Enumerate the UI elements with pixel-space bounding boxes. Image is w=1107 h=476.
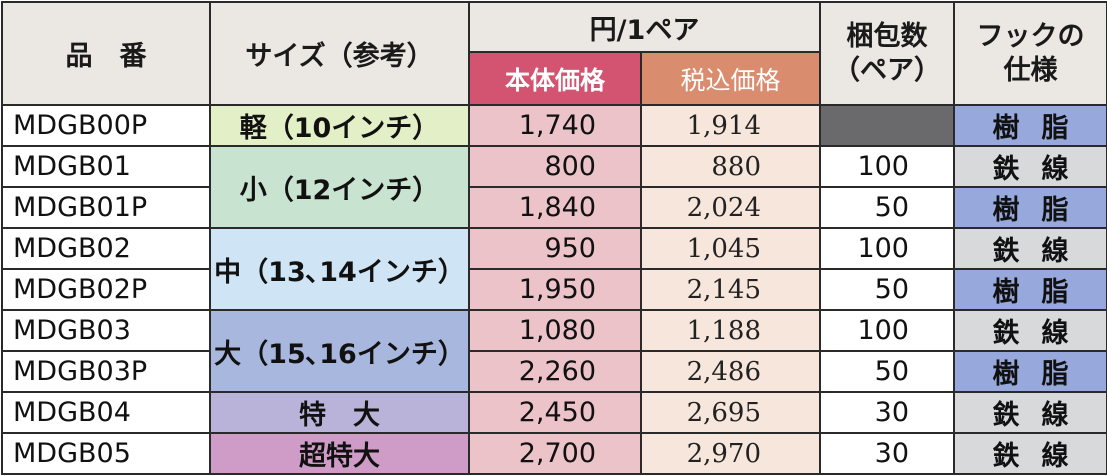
size-cell: 特 大	[209, 391, 470, 434]
honta-price: 2,450	[468, 391, 642, 434]
size-cell: 小（12インチ）	[209, 145, 470, 229]
honta-price: 1,740	[468, 104, 642, 147]
pack-qty: 100	[819, 145, 955, 188]
hook-spec: 鉄線	[953, 145, 1107, 188]
pack-qty-empty	[819, 104, 955, 147]
pack-qty: 50	[819, 350, 955, 393]
zeikomi-price: 1,914	[640, 104, 821, 147]
zeikomi-price: 1,188	[640, 309, 821, 352]
pack-qty: 100	[819, 227, 955, 270]
pack-qty: 50	[819, 268, 955, 311]
hook-spec: 樹脂	[953, 350, 1107, 393]
honta-price: 1,080	[468, 309, 642, 352]
product-code: MDGB04	[1, 391, 211, 434]
product-code: MDGB02P	[1, 268, 211, 311]
honta-price: 1,950	[468, 268, 642, 311]
table-row: MDGB02 中（13､14インチ） 950 1,045 100 鉄線	[1, 227, 1107, 311]
size-cell: 中（13､14インチ）	[209, 227, 470, 311]
header-konpo-line2: （ペア）	[833, 54, 941, 86]
pack-qty: 30	[819, 391, 955, 434]
hook-spec: 樹脂	[953, 186, 1107, 229]
honta-price: 950	[468, 227, 642, 270]
hook-spec: 鉄線	[953, 227, 1107, 270]
zeikomi-price: 2,970	[640, 432, 821, 475]
size-cell: 軽（10インチ）	[209, 104, 470, 147]
header-konpo-line1: 梱包数	[846, 20, 928, 52]
product-code: MDGB01P	[1, 186, 211, 229]
honta-price: 2,700	[468, 432, 642, 475]
zeikomi-price: 1,045	[640, 227, 821, 270]
pack-qty: 30	[819, 432, 955, 475]
header-honta-price: 本体価格	[468, 51, 642, 106]
header-hook-line1: フックの	[976, 20, 1085, 52]
hook-spec: 樹脂	[953, 268, 1107, 311]
hook-spec: 樹脂	[953, 104, 1107, 147]
honta-price: 1,840	[468, 186, 642, 229]
header-hook-line2: 仕様	[1003, 54, 1058, 86]
header-yen-per-pair: 円/1ペア	[468, 1, 821, 53]
table-row: MDGB03 大（15､16インチ） 1,080 1,188 100 鉄線	[1, 309, 1107, 393]
size-cell: 大（15､16インチ）	[209, 309, 470, 393]
table-row: MDGB04 特 大 2,450 2,695 30 鉄線	[1, 391, 1107, 434]
table-row: MDGB02P 1,950 2,145 50 樹脂	[1, 268, 1107, 311]
product-code: MDGB03P	[1, 350, 211, 393]
honta-price: 800	[468, 145, 642, 188]
product-code: MDGB00P	[1, 104, 211, 147]
zeikomi-price: 880	[640, 145, 821, 188]
zeikomi-price: 2,024	[640, 186, 821, 229]
table-row: MDGB00P 軽（10インチ） 1,740 1,914 樹脂	[1, 104, 1107, 147]
product-code: MDGB01	[1, 145, 211, 188]
pack-qty: 50	[819, 186, 955, 229]
product-code: MDGB03	[1, 309, 211, 352]
table-row: MDGB05 超特大 2,700 2,970 30 鉄線	[1, 432, 1107, 475]
honta-price: 2,260	[468, 350, 642, 393]
table-row: MDGB01P 1,840 2,024 50 樹脂	[1, 186, 1107, 229]
table-row: MDGB01 小（12インチ） 800 880 100 鉄線	[1, 145, 1107, 229]
header-hook-spec: フックの 仕様	[953, 1, 1107, 106]
pack-qty: 100	[819, 309, 955, 352]
header-zeikomi-price: 税込価格	[640, 51, 821, 106]
header-hinban: 品 番	[1, 1, 211, 106]
size-cell: 超特大	[209, 432, 470, 475]
product-code: MDGB02	[1, 227, 211, 270]
header-size: サイズ（参考）	[209, 1, 470, 106]
header-konpo: 梱包数 （ペア）	[819, 1, 955, 106]
hook-spec: 鉄線	[953, 309, 1107, 352]
hook-spec: 鉄線	[953, 432, 1107, 475]
hook-spec: 鉄線	[953, 391, 1107, 434]
zeikomi-price: 2,145	[640, 268, 821, 311]
product-code: MDGB05	[1, 432, 211, 475]
zeikomi-price: 2,695	[640, 391, 821, 434]
table-row: MDGB03P 2,260 2,486 50 樹脂	[1, 350, 1107, 393]
zeikomi-price: 2,486	[640, 350, 821, 393]
